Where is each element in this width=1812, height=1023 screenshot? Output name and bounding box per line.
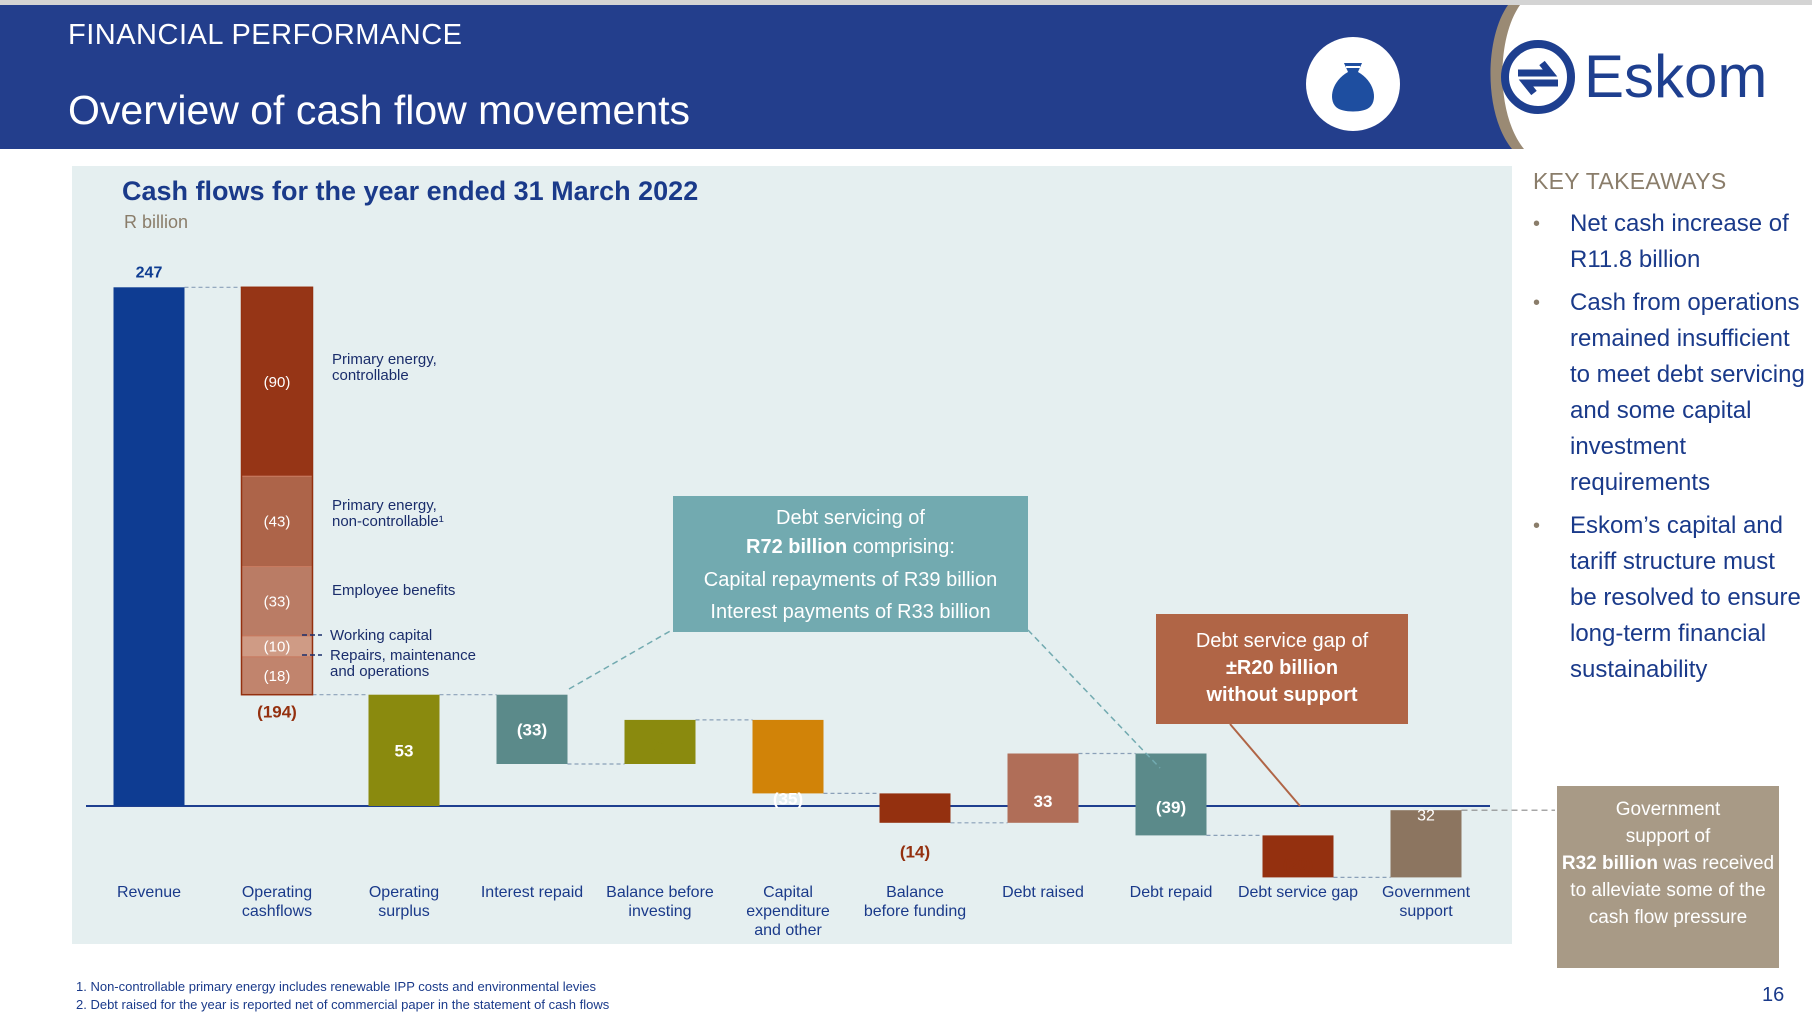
government-support-callout: Government support of R32 billion was re…: [1557, 786, 1779, 968]
value-label: (39): [1156, 798, 1186, 817]
category-label: Capital: [763, 884, 813, 901]
bar-8: [1135, 753, 1207, 836]
breakdown-name: Working capital: [330, 627, 432, 644]
callout-pointer: [1027, 629, 1161, 769]
brand-name: Eskom: [1584, 43, 1767, 110]
bar-6: [879, 793, 951, 823]
value-label: 33: [1034, 792, 1053, 811]
top-rule: [0, 0, 1812, 5]
breakdown-name: Repairs, maintenance: [330, 647, 476, 664]
breakdown-name: and operations: [330, 663, 429, 680]
category-label: Debt service gap: [1238, 884, 1358, 901]
value-label: (35): [773, 790, 803, 809]
category-label: Balance before: [606, 884, 714, 901]
breakdown-value: (18): [264, 668, 291, 685]
breakdown-segment: [241, 286, 313, 477]
debt-service-gap-callout: Debt service gap of ±R20 billion without…: [1156, 614, 1408, 724]
category-label: expenditure: [746, 903, 830, 920]
category-label: and other: [754, 922, 822, 939]
value-label: (33): [517, 720, 547, 739]
takeaway-item: Net cash increase of R11.8 billion: [1533, 206, 1808, 278]
bar-7: [1007, 753, 1079, 823]
value-label: (14): [900, 842, 930, 861]
category-label: Interest repaid: [481, 884, 583, 901]
category-label: before funding: [864, 903, 966, 920]
breakdown-value: (43): [264, 513, 291, 530]
category-label: surplus: [378, 903, 430, 920]
category-label: Revenue: [117, 884, 181, 901]
breakdown-value: (10): [264, 638, 291, 655]
value-label: (20): [1283, 855, 1313, 874]
footnote-2: 2. Debt raised for the year is reported …: [76, 997, 610, 1012]
money-bag-icon: [1306, 37, 1400, 131]
breakdown-value: (90): [264, 374, 291, 391]
debt-servicing-callout: Debt servicing of R72 billion comprising…: [673, 496, 1028, 632]
breakdown-name: Employee benefits: [332, 582, 455, 599]
bar-2: [368, 694, 440, 806]
page-title: Overview of cash flow movements: [68, 87, 691, 133]
breakdown-name: non-controllable¹: [332, 513, 444, 530]
category-label: Balance: [886, 884, 944, 901]
value-label: 247: [136, 264, 163, 281]
takeaway-item: Cash from operations remained insufficie…: [1533, 285, 1808, 501]
footnote-1: 1. Non-controllable primary energy inclu…: [76, 979, 597, 994]
section-title: FINANCIAL PERFORMANCE: [68, 19, 463, 51]
bar-9: [1262, 835, 1334, 878]
bar-10: [1390, 810, 1462, 878]
breakdown-name: Primary energy,: [332, 497, 437, 514]
breakdown-segment: [241, 656, 313, 696]
breakdown-segment: [241, 475, 313, 568]
category-label: Operating: [369, 884, 439, 901]
eskom-emblem-icon: [1501, 40, 1575, 114]
value-label: (194): [257, 703, 297, 722]
key-takeaways-list: Net cash increase of R11.8 billion Cash …: [1533, 206, 1808, 695]
value-label: 21: [651, 739, 669, 756]
category-label: Debt raised: [1002, 884, 1084, 901]
category-label: investing: [628, 903, 691, 920]
callout-pointer: [568, 629, 673, 690]
chart-title: Cash flows for the year ended 31 March 2…: [122, 176, 699, 206]
bar-4: [624, 719, 696, 764]
bar-0: [113, 287, 185, 806]
bar-5: [752, 719, 824, 794]
callout-pointer: [1229, 723, 1301, 807]
operating-cashflow-outline: [240, 286, 314, 696]
chart-unit: R billion: [124, 212, 189, 232]
category-label: Operating: [242, 884, 312, 901]
value-label: 53: [395, 741, 414, 760]
category-label: support: [1399, 903, 1453, 920]
value-label: 32: [1417, 807, 1435, 824]
category-label: Government: [1382, 884, 1471, 901]
category-label: Debt repaid: [1130, 884, 1213, 901]
eskom-logo: Eskom: [1478, 5, 1812, 149]
breakdown-name: Primary energy,: [332, 351, 437, 368]
bar-3: [496, 694, 568, 764]
breakdown-value: (33): [264, 593, 291, 610]
breakdown-name: controllable: [332, 367, 409, 384]
category-label: cashflows: [242, 903, 312, 920]
key-takeaways-title: KEY TAKEAWAYS: [1533, 168, 1727, 194]
takeaway-item: Eskom’s capital and tariff structure mus…: [1533, 508, 1808, 688]
page-number: 16: [1762, 984, 1785, 1006]
